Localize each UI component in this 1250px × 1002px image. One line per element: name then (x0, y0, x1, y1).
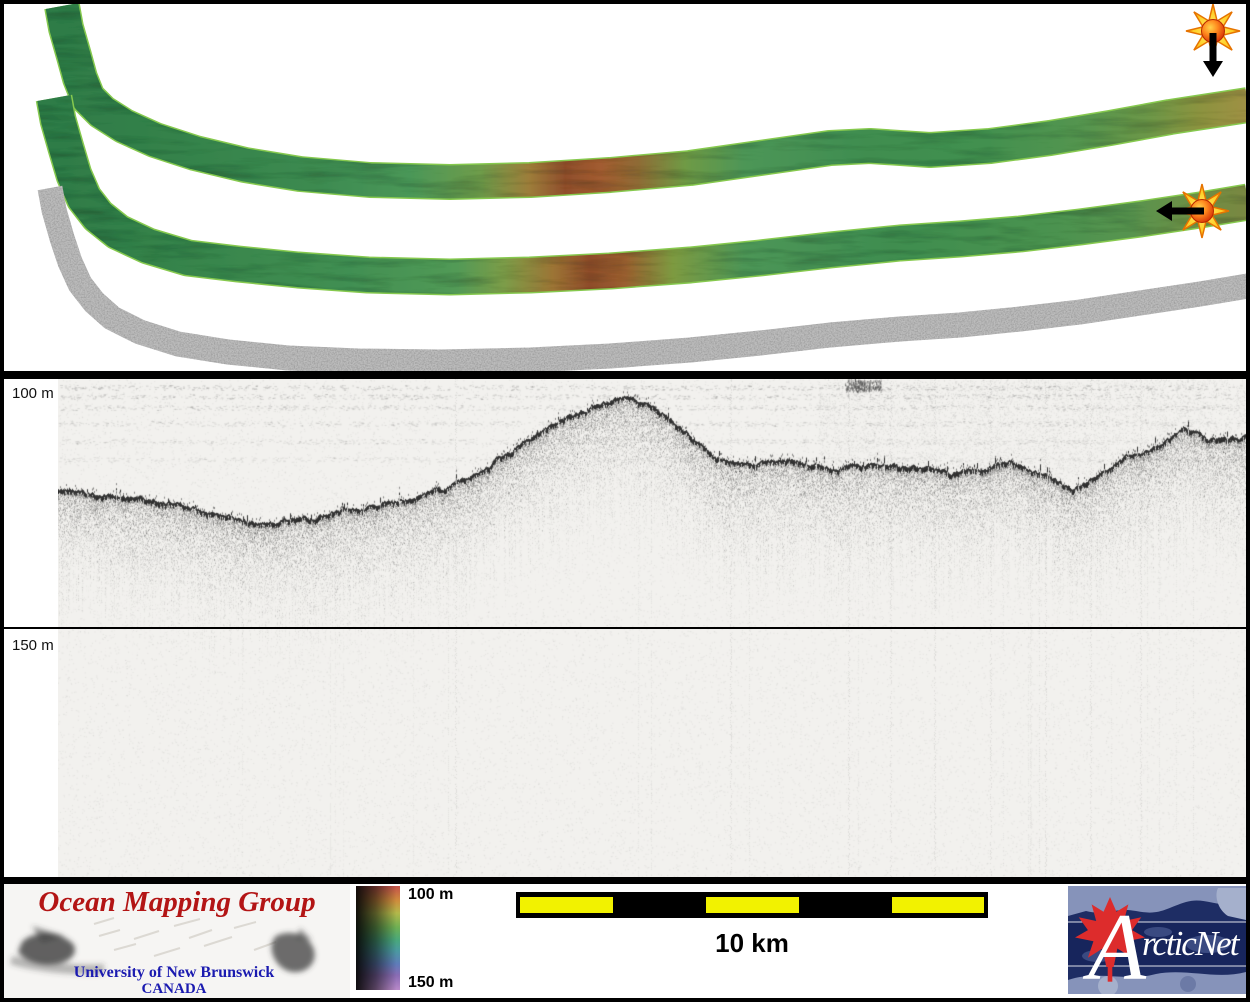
depth-label-100m: 100 m (12, 385, 54, 402)
omg-title: Ocean Mapping Group (38, 886, 316, 918)
bathymetry-swath-2 (35, 94, 1246, 296)
subbottom-profile-panel: 100 m 150 m (4, 379, 1246, 877)
omg-logo: Ocean Mapping Group University of New Br… (4, 884, 350, 998)
maple-leaf-icon (1075, 897, 1145, 982)
arcticnet-logo-art (1068, 886, 1246, 994)
arcticnet-logo: A rcticNet (1068, 886, 1246, 994)
sun-illumination-left-icon (1156, 183, 1230, 239)
sun-illumination-down-icon (1185, 4, 1241, 77)
omg-country: CANADA (141, 981, 207, 997)
scale-bar (516, 892, 988, 918)
scale-bar-segment (892, 897, 984, 913)
scale-bar-label: 10 km (715, 928, 789, 958)
depth-colorbar (356, 886, 400, 990)
swath-map-graphic (35, 4, 1246, 371)
omg-silhouettes (10, 926, 315, 975)
depth-line-150m (4, 627, 1246, 629)
arcticnet-initial: A (1088, 894, 1147, 994)
scale-bar-segment (706, 897, 799, 913)
scale-bar-segment (520, 897, 613, 913)
colorbar-label-bottom: 150 m (408, 974, 454, 991)
omg-subtitle: University of New Brunswick (73, 964, 275, 981)
depth-label-150m: 150 m (12, 637, 54, 654)
bathymetry-swath-1 (44, 4, 1246, 200)
arcticnet-name: rcticNet (1142, 924, 1239, 963)
omg-logo-art (4, 884, 350, 998)
footer: Ocean Mapping Group University of New Br… (4, 884, 1246, 998)
swath-map-panel (4, 4, 1246, 371)
colorbar-label-top: 100 m (408, 886, 454, 903)
backscatter-swath (37, 185, 1246, 371)
